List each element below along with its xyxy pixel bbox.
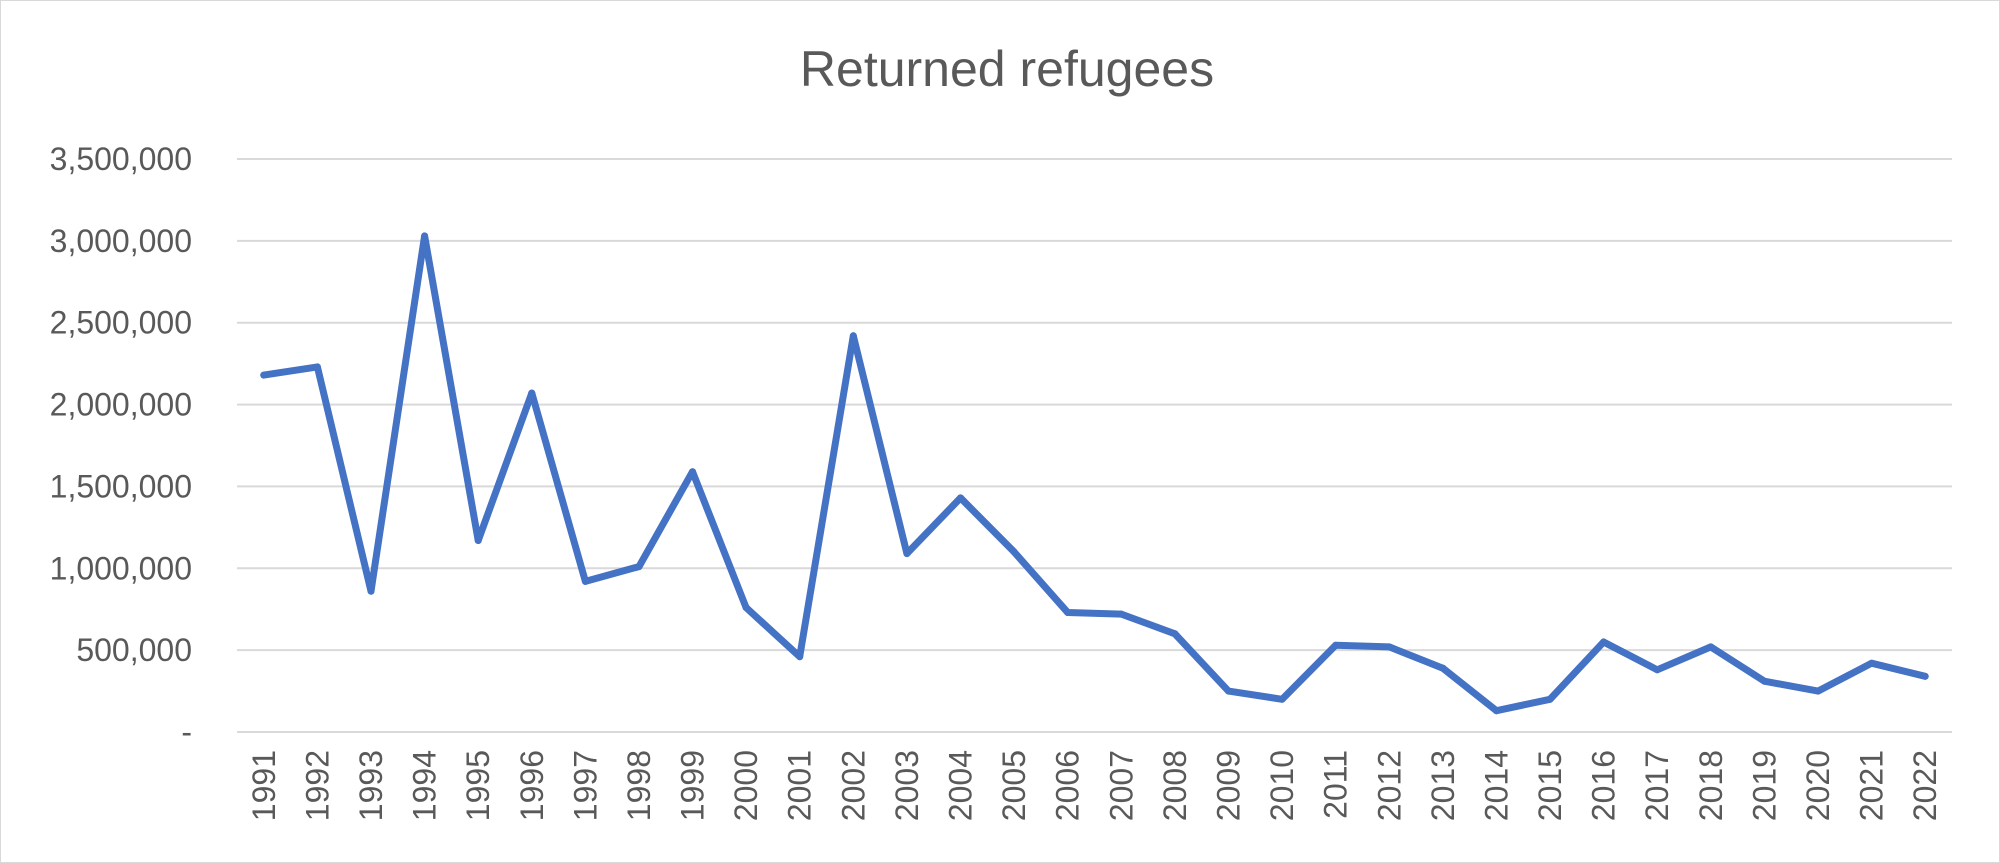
x-tick-label: 2014 <box>1478 750 1514 821</box>
x-tick-label: 2015 <box>1532 750 1568 821</box>
data-point-2003 <box>903 550 911 558</box>
data-point-1997 <box>581 577 589 585</box>
x-tick-label: 2020 <box>1800 750 1836 821</box>
x-tick-label: 2012 <box>1371 750 1407 821</box>
data-point-2007 <box>1117 610 1125 618</box>
y-tick-label: - <box>181 714 192 750</box>
data-point-2004 <box>957 494 965 502</box>
x-tick-label: 2007 <box>1103 750 1139 821</box>
data-point-2017 <box>1653 666 1661 674</box>
data-point-1993 <box>367 587 375 595</box>
x-tick-label: 2011 <box>1318 750 1354 819</box>
x-tick-label: 1995 <box>460 750 496 821</box>
data-point-2020 <box>1814 687 1822 695</box>
series-layer <box>260 232 1929 715</box>
data-point-2006 <box>1064 608 1072 616</box>
data-point-2013 <box>1439 664 1447 672</box>
data-point-2021 <box>1868 659 1876 667</box>
x-tick-label: 1998 <box>621 750 657 821</box>
x-tick-label: 1997 <box>567 750 603 821</box>
series-line <box>260 232 1929 715</box>
y-tick-label: 3,500,000 <box>50 141 192 177</box>
data-point-1998 <box>635 563 643 571</box>
x-tick-label: 2016 <box>1586 750 1622 821</box>
x-tick-label: 2010 <box>1264 750 1300 821</box>
data-point-2014 <box>1492 707 1500 715</box>
data-point-2022 <box>1921 672 1929 680</box>
x-axis-tick-labels: 1991 1992 1993 1994 1995 1996 1997 1998 1999 2000… <box>246 750 1943 821</box>
x-tick-label: 2009 <box>1210 750 1246 821</box>
x-tick-label: 2018 <box>1693 750 1729 821</box>
y-axis-tick-labels: - 500,000 1,000,000 1,500,000 2,000,000 2,500… <box>50 141 192 750</box>
y-tick-label: 3,000,000 <box>50 223 192 259</box>
x-tick-label: 2008 <box>1157 750 1193 821</box>
data-point-2002 <box>849 332 857 340</box>
x-tick-label: 2003 <box>889 750 925 821</box>
y-tick-label: 1,500,000 <box>50 468 192 504</box>
x-tick-label: 1991 <box>246 750 282 821</box>
x-tick-label: 2000 <box>728 750 764 821</box>
data-point-1991 <box>260 371 268 379</box>
data-point-2011 <box>1332 641 1340 649</box>
y-tick-label: 500,000 <box>76 632 192 668</box>
data-point-2000 <box>742 604 750 612</box>
data-point-2009 <box>1224 687 1232 695</box>
chart-title: Returned refugees <box>800 41 1214 97</box>
x-tick-label: 1993 <box>353 750 389 821</box>
data-point-2019 <box>1760 677 1768 685</box>
data-point-2016 <box>1600 638 1608 646</box>
data-point-1994 <box>421 232 429 240</box>
y-tick-label: 2,000,000 <box>50 387 192 423</box>
data-point-2001 <box>796 653 804 661</box>
x-tick-label: 2004 <box>943 750 979 821</box>
x-tick-label: 2013 <box>1425 750 1461 821</box>
x-tick-label: 2022 <box>1907 750 1943 821</box>
x-tick-label: 2019 <box>1746 750 1782 821</box>
data-point-2015 <box>1546 695 1554 703</box>
data-point-2005 <box>1010 548 1018 556</box>
x-tick-label: 2002 <box>835 750 871 821</box>
x-tick-label: 2006 <box>1050 750 1086 821</box>
data-point-1995 <box>474 536 482 544</box>
data-point-2012 <box>1385 643 1393 651</box>
data-point-2008 <box>1171 630 1179 638</box>
data-point-2010 <box>1278 695 1286 703</box>
x-tick-label: 1992 <box>299 750 335 821</box>
y-tick-label: 2,500,000 <box>50 305 192 341</box>
x-tick-label: 2017 <box>1639 750 1675 821</box>
data-point-1999 <box>689 468 697 476</box>
data-point-2018 <box>1707 643 1715 651</box>
data-point-1992 <box>313 363 321 371</box>
x-tick-label: 2001 <box>782 750 818 821</box>
x-tick-label: 1996 <box>514 750 550 821</box>
y-tick-label: 1,000,000 <box>50 550 192 586</box>
x-tick-label: 1994 <box>407 750 443 821</box>
data-point-1996 <box>528 389 536 397</box>
x-tick-label: 2021 <box>1854 750 1890 821</box>
gridlines <box>237 158 1952 733</box>
x-tick-label: 2005 <box>996 750 1032 821</box>
x-tick-label: 1999 <box>675 750 711 821</box>
